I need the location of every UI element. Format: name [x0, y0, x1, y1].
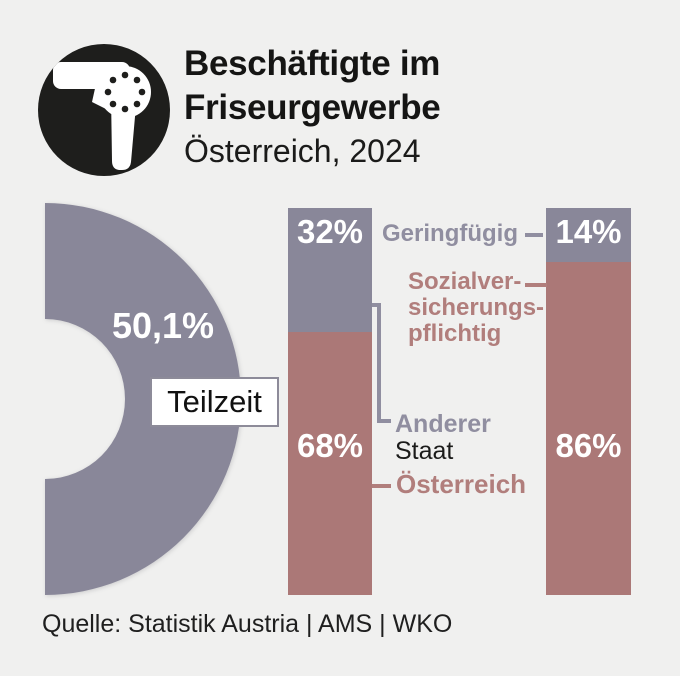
legend-staat: Staat — [395, 437, 454, 465]
bar-left-segment-anderer-staat — [288, 208, 372, 332]
bar-right-segment-sozialversicherungspflichtig — [546, 262, 631, 595]
page-title: Beschäftigte im Friseurgewerbe Österreic… — [184, 42, 441, 173]
source-attribution: Quelle: Statistik Austria | AMS | WKO — [42, 610, 453, 638]
legend-sozial-line-1: Sozialver- — [408, 268, 522, 295]
half-donut-shape — [45, 203, 241, 595]
connector-oesterreich — [372, 484, 391, 488]
title-line-1: Beschäftigte im — [184, 44, 441, 83]
stacked-bar-right — [546, 208, 631, 595]
legend-geringfuegig: Geringfügig — [382, 220, 518, 247]
value-label-oesterreich: 68% — [296, 427, 364, 464]
value-label-sozialversicherungspflichtig: 86% — [555, 427, 622, 464]
title-line-2: Friseurgewerbe — [184, 88, 441, 127]
bar-left-segment-oesterreich — [288, 331, 372, 595]
connector-anderer-staat-line — [377, 303, 381, 423]
half-donut-chart — [45, 203, 241, 595]
stacked-bar-left — [288, 208, 372, 595]
value-label-anderer-staat: 32% — [296, 213, 364, 250]
legend-sozial-line-2: sicherungs- — [408, 294, 545, 321]
hairdryer-icon — [38, 44, 170, 176]
legend-oesterreich: Österreich — [396, 469, 527, 499]
legend-sozial-line-3: pflichtig — [408, 320, 502, 347]
connector-sozialversicherungspflichtig — [525, 283, 547, 287]
connector-geringfuegig — [525, 233, 543, 237]
legend-sozialversicherungspflichtig: Sozialver- sicherungs- pflichtig — [408, 269, 544, 347]
legend-anderer: Anderer — [395, 410, 491, 438]
connector-anderer-staat-foot — [377, 419, 391, 423]
teilzeit-label-box: Teilzeit — [150, 377, 279, 427]
value-label-geringfuegig: 14% — [555, 213, 622, 250]
bar-right-segment-geringfuegig — [546, 208, 631, 263]
subtitle: Österreich, 2024 — [184, 133, 421, 169]
donut-value-label: 50,1% — [111, 305, 215, 346]
connector-anderer-staat-top — [372, 303, 381, 307]
teilzeit-label: Teilzeit — [167, 384, 262, 419]
